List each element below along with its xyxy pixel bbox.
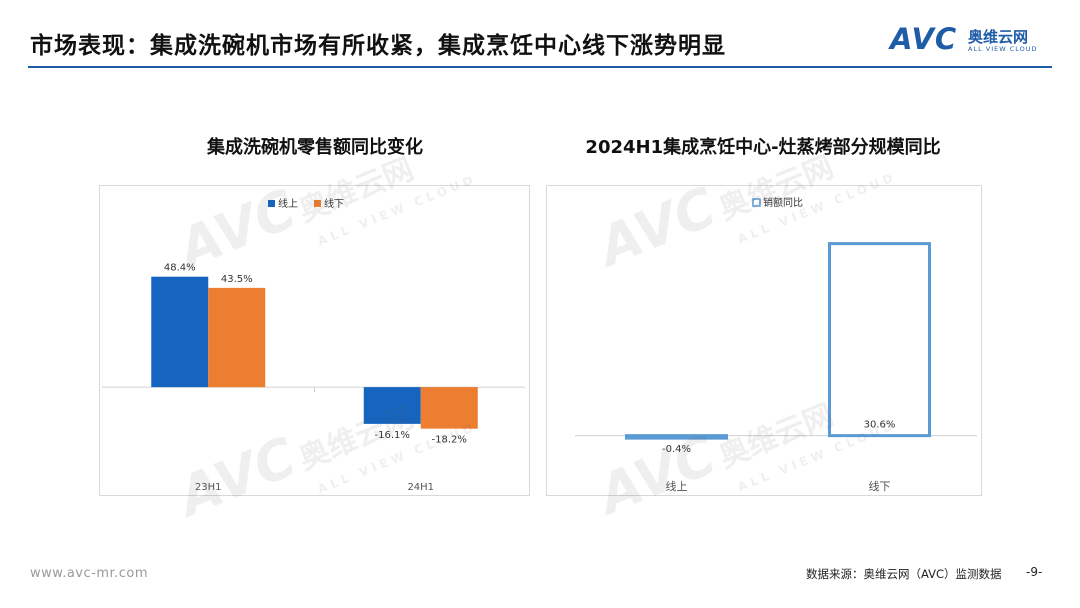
data-label: -0.4% [662, 444, 691, 455]
logo-cn-text: 奥维云网 [968, 28, 1029, 46]
footer-source: 数据来源：奥维云网（AVC）监测数据 [806, 567, 1002, 581]
bar [151, 276, 209, 388]
legend-label: 线上 [278, 197, 298, 210]
data-label: 48.4% [164, 263, 196, 274]
page-number: -9- [1026, 565, 1043, 579]
chart1-panel: 线上 线下 23H1 48.4% 43.5% 24H1 -16.1% -18.2% [99, 185, 530, 496]
header-divider [28, 66, 1052, 68]
slide-title: 市场表现：集成洗碗机市场有所收紧，集成烹饪中心线下涨势明显 [30, 33, 726, 59]
legend-swatch [752, 198, 761, 207]
legend-label: 线下 [324, 197, 344, 210]
bar [828, 242, 931, 438]
legend-label: 销额同比 [763, 196, 803, 209]
chart1-title: 集成洗碗机零售额同比变化 [207, 137, 423, 158]
logo-en-text: ALL VIEW CLOUD [968, 45, 1038, 53]
avc-logo: AVC 奥维云网 ALL VIEW CLOUD [890, 22, 1060, 58]
logo-avc-text: AVC [890, 22, 958, 56]
data-label: 43.5% [221, 274, 253, 285]
legend-swatch [314, 200, 321, 207]
x-tick-label: 23H1 [195, 482, 222, 493]
x-tick-label: 24H1 [407, 482, 434, 493]
chart2-panel: 销额同比线上 -0.4% 线下 30.6% [546, 185, 982, 496]
data-label: -16.1% [375, 430, 410, 441]
x-tick-label: 线下 [869, 479, 891, 493]
x-tick-label: 线上 [666, 479, 688, 493]
data-label: 30.6% [864, 420, 896, 431]
chart1-svg: 线上 线下 23H1 48.4% 43.5% 24H1 -16.1% -18.2% [102, 197, 525, 493]
chart2-title: 2024H1集成烹饪中心-灶蒸烤部分规模同比 [585, 137, 941, 158]
legend-swatch [268, 200, 275, 207]
footer-url: www.avc-mr.com [30, 566, 149, 581]
bar [420, 387, 478, 429]
bar [625, 434, 728, 440]
bar [363, 387, 421, 424]
bar [208, 287, 266, 388]
data-label: -18.2% [432, 435, 467, 446]
